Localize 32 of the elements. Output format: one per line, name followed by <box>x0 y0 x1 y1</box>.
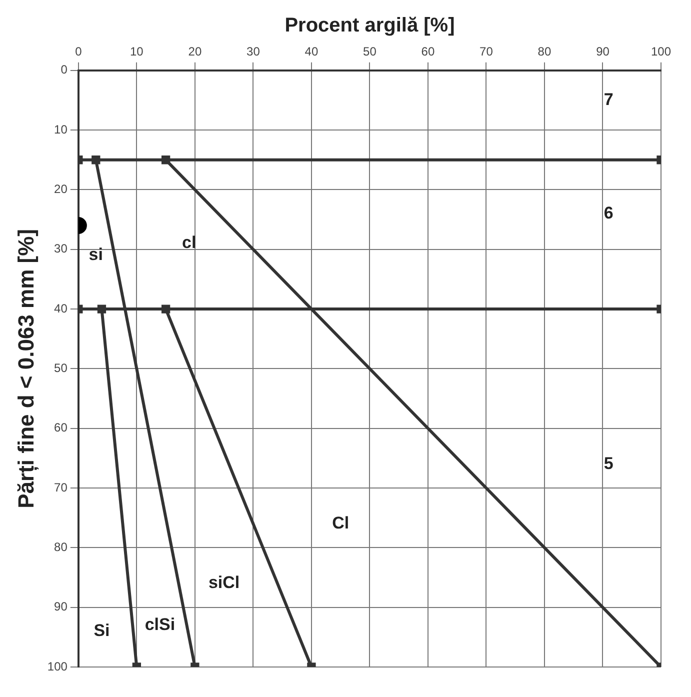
y-tick-label: 90 <box>54 600 68 614</box>
annotation: clSi <box>144 614 176 634</box>
y-tick-label: 60 <box>54 420 68 435</box>
x-tick-label: 20 <box>188 44 202 59</box>
y-axis-title: Părți fine d < 0.063 mm [%] <box>13 229 40 508</box>
annotation: si <box>88 245 103 264</box>
x-tick-label: 40 <box>304 44 318 59</box>
annotation: siCl <box>208 573 240 592</box>
x-tick-label: 90 <box>596 44 610 59</box>
y-tick-label: 100 <box>47 659 68 674</box>
x-tick-label: 60 <box>421 44 435 59</box>
x-tick-label: 30 <box>246 44 260 59</box>
x-tick-label: 70 <box>480 44 494 59</box>
annotation: 5 <box>604 454 614 473</box>
y-tick-label: 80 <box>54 540 68 554</box>
y-tick-label: 70 <box>54 480 68 494</box>
annotation: Si <box>94 620 110 640</box>
x-tick-label: 100 <box>650 44 672 59</box>
y-tick-label: 40 <box>54 301 68 316</box>
x-tick-label: 50 <box>363 44 377 59</box>
y-tick-label: 10 <box>54 122 68 136</box>
y-tick-label: 30 <box>54 242 68 256</box>
x-tick-label: 0 <box>75 44 82 59</box>
x-tick-label: 80 <box>538 44 552 59</box>
y-tick-label: 0 <box>60 62 68 77</box>
y-tick-label: 20 <box>54 182 68 196</box>
annotation: 7 <box>604 90 614 109</box>
annotation: Cl <box>332 514 350 533</box>
annotation: 6 <box>604 203 614 222</box>
y-tick-label: 50 <box>54 361 68 376</box>
x-tick-label: 10 <box>130 44 144 59</box>
x-axis-title: Procent argilă [%] <box>284 14 455 37</box>
